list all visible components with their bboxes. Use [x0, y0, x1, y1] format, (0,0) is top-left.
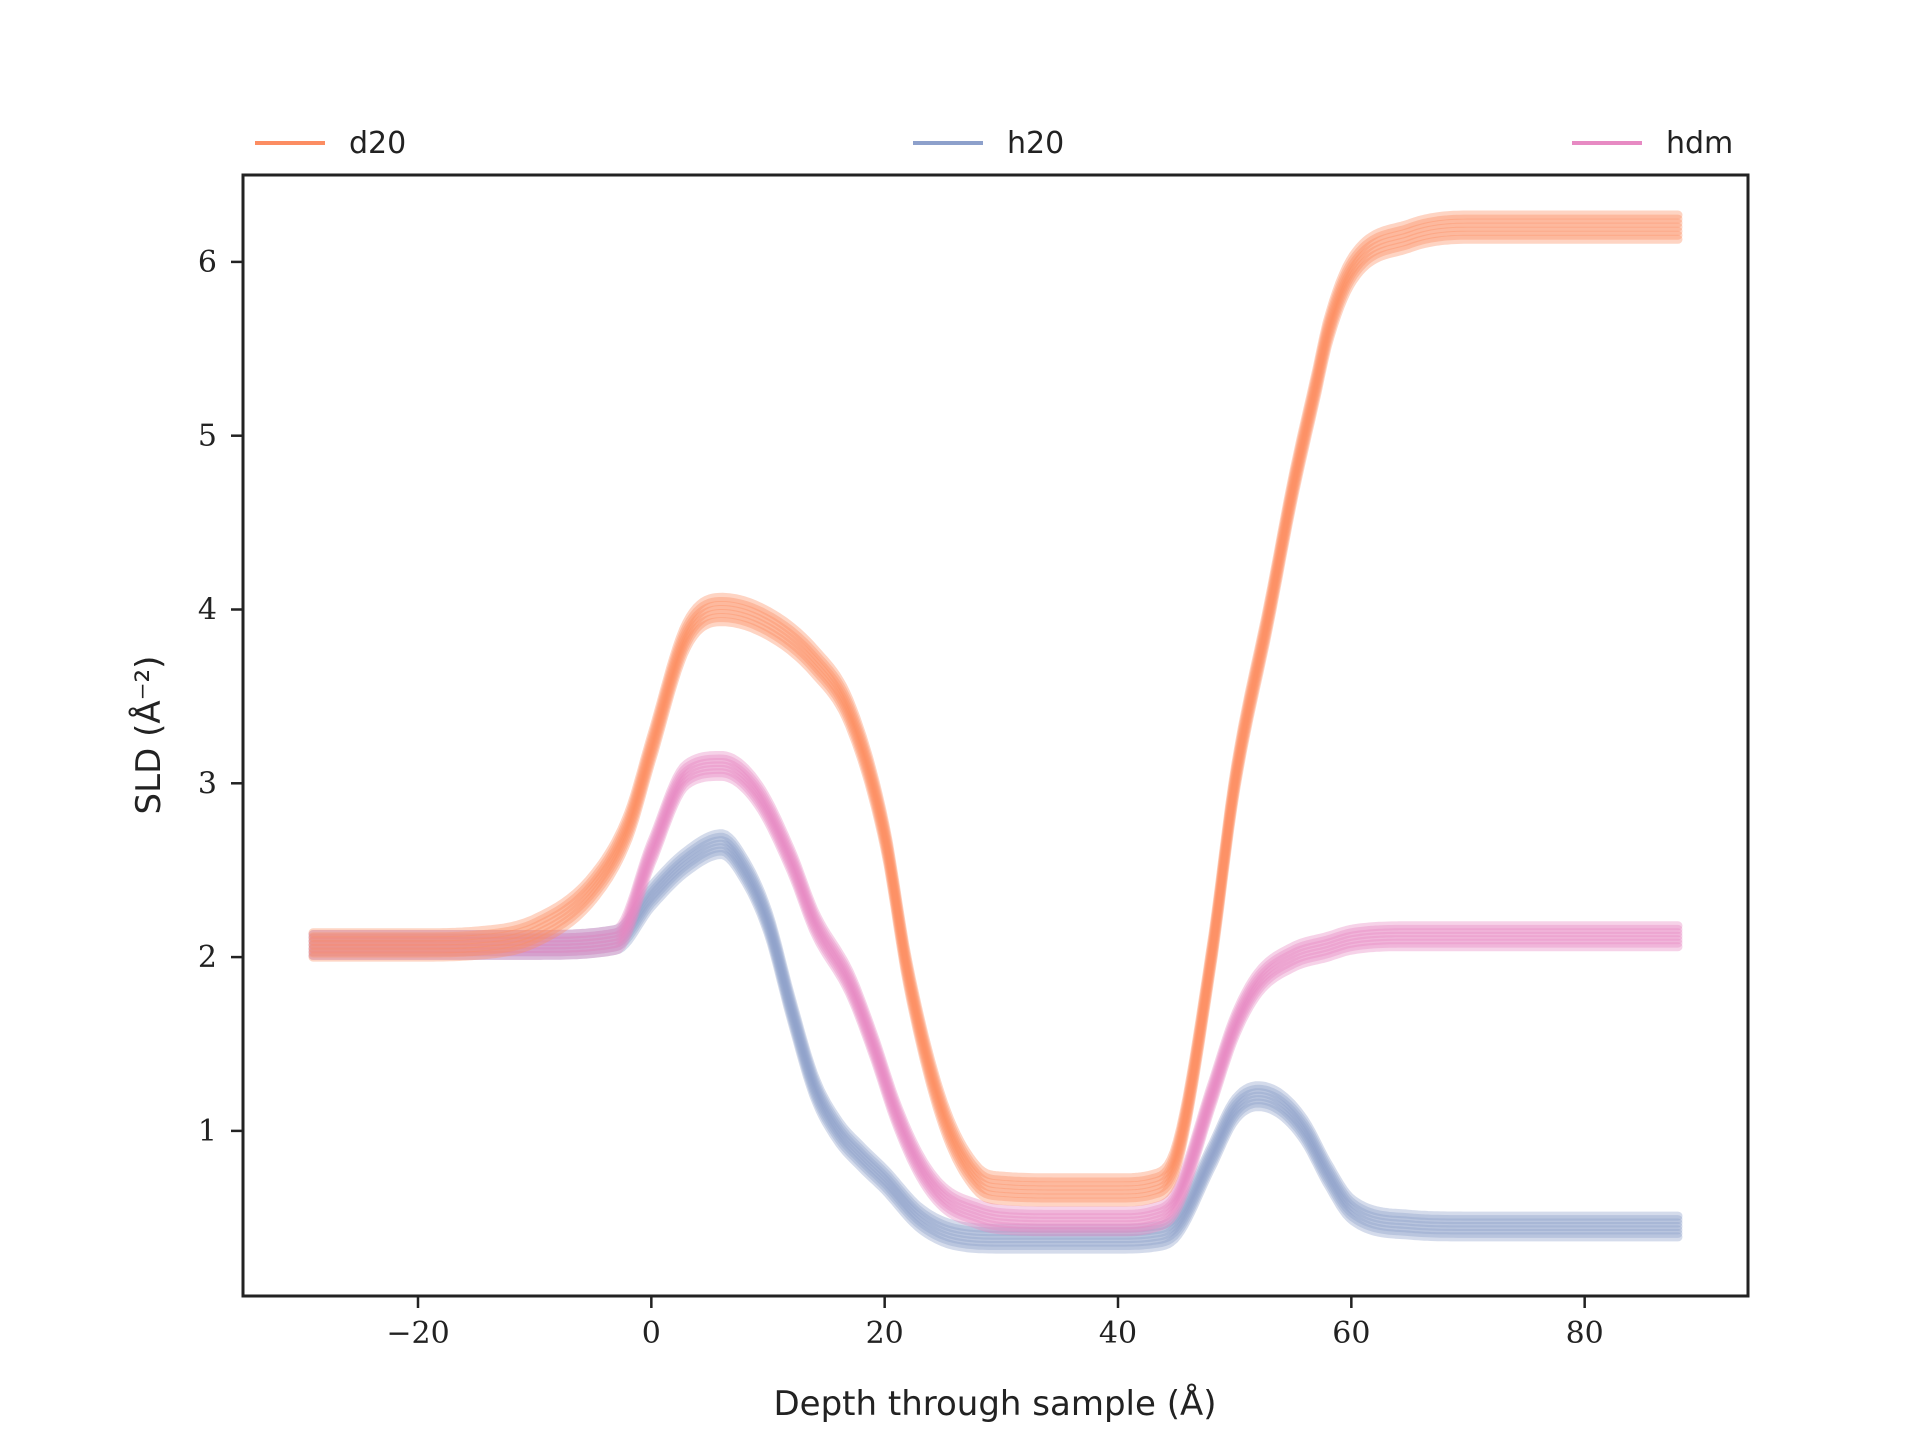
series-hdm-sample-line — [308, 768, 1683, 1233]
series-h20 — [308, 829, 1683, 1254]
series-h20-sample-line — [308, 839, 1683, 1244]
series-h20-sample-line — [308, 850, 1683, 1254]
legend-label: hdm — [1666, 126, 1733, 161]
series-hdm — [308, 751, 1683, 1237]
series-hdm-sample-line — [308, 764, 1683, 1230]
legend-label: h20 — [1007, 126, 1064, 161]
series-h20-sample-line — [308, 836, 1683, 1240]
legend-item-d20: d20 — [255, 126, 406, 161]
series-d20-sample-line — [308, 222, 1683, 1195]
series-d20-sample-line — [308, 218, 1683, 1191]
series-hdm-sample-line — [308, 751, 1683, 1216]
x-tick-label: −20 — [386, 1316, 449, 1351]
series-hdm-sample-line — [308, 771, 1683, 1237]
x-tick-label: 80 — [1566, 1316, 1604, 1351]
x-tick-label: 60 — [1332, 1316, 1370, 1351]
x-axis-ticks: −20 0 20 40 60 80 — [386, 1296, 1604, 1351]
x-axis-label: Depth through sample (Å) — [774, 1383, 1217, 1424]
series-d20-sample-line — [308, 214, 1683, 1187]
y-axis-label: SLD (Å⁻²) — [128, 656, 169, 815]
x-tick-label: 40 — [1099, 1316, 1137, 1351]
series-hdm-sample-line — [308, 754, 1683, 1219]
series-layer — [308, 210, 1683, 1254]
series-hdm-sample-line — [308, 758, 1683, 1223]
legend-label: d20 — [349, 126, 406, 161]
series-h20-sample-line — [308, 832, 1683, 1237]
series-hdm-sample-line — [308, 761, 1683, 1226]
series-h20-sample-line — [308, 843, 1683, 1247]
legend-item-h20: h20 — [913, 126, 1064, 161]
x-tick-label: 20 — [866, 1316, 904, 1351]
series-d20-sample-line — [308, 210, 1683, 1183]
legend: d20 h20 hdm — [255, 126, 1733, 161]
series-d20-sample-line — [308, 230, 1683, 1203]
series-d20-sample-line — [308, 234, 1683, 1207]
legend-item-hdm: hdm — [1572, 126, 1733, 161]
y-tick-label: 2 — [198, 940, 217, 975]
y-tick-label: 6 — [198, 245, 217, 280]
axes-frame — [241, 173, 1750, 1298]
series-h20-sample-line — [308, 829, 1683, 1233]
series-h20-sample-line — [308, 846, 1683, 1250]
y-axis-ticks: 1 2 3 4 5 6 — [198, 245, 243, 1149]
series-d20-sample-line — [308, 226, 1683, 1199]
y-tick-label: 5 — [198, 419, 217, 454]
series-d20 — [308, 210, 1683, 1207]
y-tick-label: 3 — [198, 766, 217, 801]
x-tick-label: 0 — [642, 1316, 661, 1351]
y-tick-label: 4 — [198, 592, 217, 627]
y-tick-label: 1 — [198, 1114, 217, 1149]
